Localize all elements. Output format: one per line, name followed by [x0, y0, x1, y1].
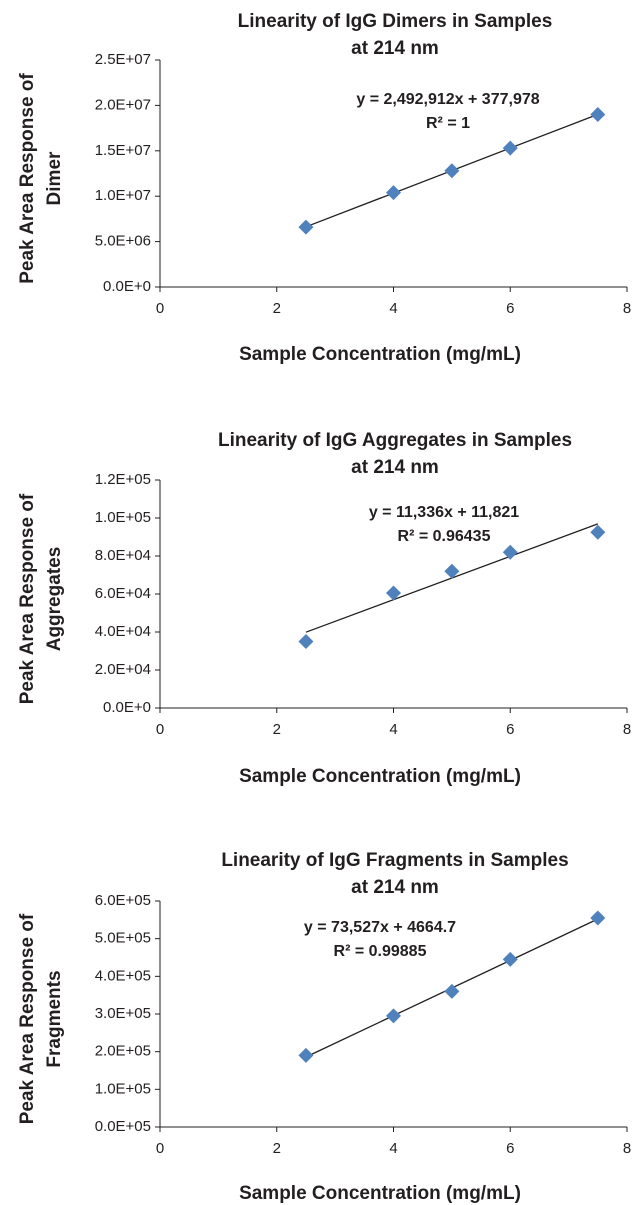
- x-tick-label: 8: [623, 1140, 631, 1157]
- y-tick-label: 1.0E+07: [95, 187, 151, 204]
- y-tick-label: 6.0E+04: [95, 585, 151, 602]
- y-tick-label: 0.0E+0: [103, 699, 151, 716]
- y-tick-label: 1.0E+05: [95, 1080, 151, 1097]
- chart: Linearity of IgG Fragments in Samples at …: [17, 850, 631, 1204]
- y-tick-label: 1.5E+07: [95, 142, 151, 159]
- data-point: [298, 634, 314, 649]
- data-point: [502, 544, 518, 560]
- y-tick-label: 4.0E+05: [95, 967, 151, 984]
- x-tick-label: 2: [273, 721, 281, 738]
- x-tick-label: 6: [506, 721, 514, 738]
- x-tick-label: 2: [273, 300, 281, 317]
- x-tick-label: 8: [623, 721, 631, 738]
- x-tick-label: 4: [389, 300, 397, 317]
- x-tick-label: 0: [156, 721, 164, 738]
- y-tick-label: 1.2E+05: [95, 471, 151, 488]
- chart-title: at 214 nm: [351, 457, 439, 478]
- chart: Linearity of IgG Aggregates in Samples at…: [17, 430, 631, 787]
- x-tick-label: 0: [156, 1140, 164, 1157]
- chart-title: Linearity of IgG Dimers in Samples: [238, 11, 553, 32]
- y-tick-label: 2.0E+07: [95, 96, 151, 113]
- chart-title: Linearity of IgG Fragments in Samples: [221, 850, 568, 871]
- y-tick-label: 2.0E+04: [95, 661, 151, 678]
- y-tick-label: 8.0E+04: [95, 547, 151, 564]
- y-tick-label: 5.0E+05: [95, 930, 151, 947]
- chart: Linearity of IgG Dimers in Samples at 214…: [17, 11, 631, 365]
- data-point: [444, 163, 460, 179]
- data-point: [298, 219, 314, 235]
- equation: R² = 0.96435: [398, 528, 491, 545]
- x-tick-label: 8: [623, 300, 631, 317]
- y-axis-label: Aggregates: [44, 547, 65, 652]
- y-axis-label: Dimer: [44, 151, 65, 205]
- equation: y = 2,492,912x + 377,978: [356, 91, 539, 108]
- data-point: [386, 1008, 401, 1024]
- data-point: [386, 585, 401, 601]
- y-tick-label: 0.0E+05: [95, 1118, 151, 1135]
- x-axis-label: Sample Concentration (mg/mL): [239, 344, 521, 365]
- data-point: [502, 951, 518, 967]
- y-tick-label: 0.0E+0: [103, 278, 151, 295]
- data-point: [502, 140, 518, 156]
- data-point: [590, 524, 606, 540]
- x-tick-label: 0: [156, 300, 164, 317]
- y-tick-label: 2.5E+07: [95, 51, 151, 68]
- x-axis-label: Sample Concentration (mg/mL): [239, 1183, 521, 1204]
- equation: R² = 1: [426, 115, 470, 132]
- data-point: [444, 563, 460, 579]
- x-tick-label: 4: [389, 721, 397, 738]
- data-point: [590, 910, 606, 926]
- y-tick-label: 2.0E+05: [95, 1043, 151, 1060]
- chart-title: Linearity of IgG Aggregates in Samples: [218, 430, 572, 451]
- data-point: [590, 106, 606, 122]
- equation: y = 11,336x + 11,821: [369, 504, 519, 521]
- y-axis-label: Fragments: [44, 970, 65, 1067]
- y-axis-label: Peak Area Response of: [17, 73, 38, 284]
- chart-title: at 214 nm: [351, 38, 439, 59]
- data-point: [444, 983, 460, 999]
- equation: R² = 0.99885: [334, 943, 427, 960]
- y-axis-label: Peak Area Response of: [17, 493, 38, 704]
- x-tick-label: 6: [506, 1140, 514, 1157]
- y-tick-label: 5.0E+06: [95, 233, 151, 250]
- x-tick-label: 6: [506, 300, 514, 317]
- data-point: [298, 1047, 314, 1063]
- x-axis-label: Sample Concentration (mg/mL): [239, 766, 521, 787]
- chart-title: at 214 nm: [351, 877, 439, 898]
- data-point: [386, 185, 401, 201]
- y-tick-label: 6.0E+05: [95, 892, 151, 909]
- y-tick-label: 3.0E+05: [95, 1005, 151, 1022]
- y-axis-label: Peak Area Response of: [17, 913, 38, 1124]
- equation: y = 73,527x + 4664.7: [304, 919, 456, 936]
- x-tick-label: 4: [389, 1140, 397, 1157]
- y-tick-label: 4.0E+04: [95, 623, 151, 640]
- x-tick-label: 2: [273, 1140, 281, 1157]
- y-tick-label: 1.0E+05: [95, 509, 151, 526]
